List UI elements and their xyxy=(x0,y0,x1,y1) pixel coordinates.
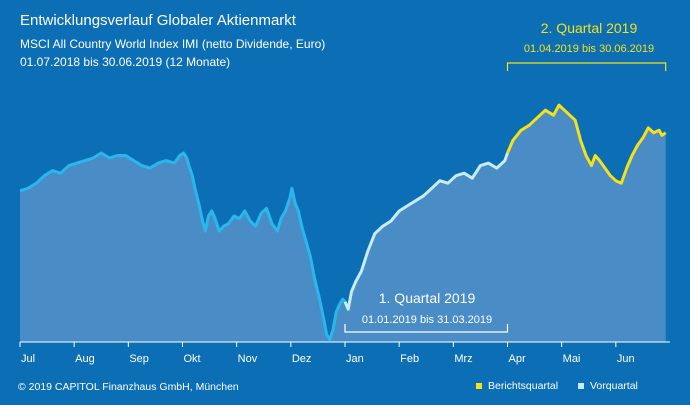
x-tick-label: Okt xyxy=(184,353,201,365)
legend-label: Vorquartal xyxy=(590,380,638,392)
legend-swatch-yellow xyxy=(476,383,482,389)
bracket-q2 xyxy=(506,62,667,71)
x-tick-label: Jul xyxy=(21,353,35,365)
x-tick-label: Feb xyxy=(400,353,419,365)
x-tick-label: Mai xyxy=(563,353,581,365)
series-line-h2-2018 xyxy=(19,151,347,341)
legend-item-vorquartal: Vorquartal xyxy=(578,380,638,392)
chart-subtitle: MSCI All Country World Index IMI (netto … xyxy=(20,37,326,51)
x-axis-ticks: Jul Aug Sep Okt Nov Dez Jan Feb Mrz Apr Mai Jun xyxy=(19,342,635,365)
x-tick-label: Jan xyxy=(346,353,364,365)
x-tick-label: Nov xyxy=(238,353,258,365)
series-line-q1-2019 xyxy=(343,152,509,311)
q2-label: 2. Quartal 2019 xyxy=(541,20,638,36)
chart-title: Entwicklungsverlauf Globaler Aktienmarkt xyxy=(20,12,296,29)
area-fill xyxy=(20,105,666,342)
series-line-q2-2019 xyxy=(506,103,667,185)
legend-swatch-light xyxy=(578,383,584,389)
x-tick-label: Apr xyxy=(509,353,526,365)
legend-item-berichtsquartal: Berichtsquartal xyxy=(476,380,558,392)
q1-label: 1. Quartal 2019 xyxy=(379,290,476,306)
q1-range: 01.01.2019 bis 31.03.2019 xyxy=(362,314,492,326)
x-tick-label: Jun xyxy=(617,353,635,365)
x-tick-label: Mrz xyxy=(454,353,472,365)
bracket-q1 xyxy=(344,324,509,333)
q2-range: 01.04.2019 bis 30.06.2019 xyxy=(524,43,654,55)
x-tick-label: Aug xyxy=(75,353,95,365)
x-tick-label: Dez xyxy=(292,353,312,365)
copyright: © 2019 CAPITOL Finanzhaus GmbH, München xyxy=(18,381,239,393)
legend-label: Berichtsquartal xyxy=(488,380,559,392)
chart-period: 01.07.2018 bis 30.06.2019 (12 Monate) xyxy=(20,55,231,69)
x-tick-label: Sep xyxy=(129,353,149,365)
